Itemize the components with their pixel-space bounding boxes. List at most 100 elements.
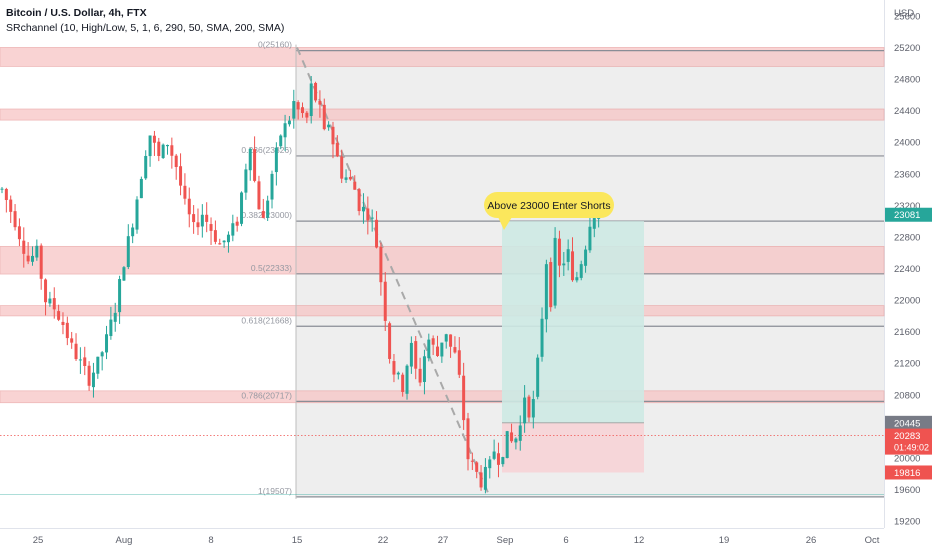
candle <box>357 187 361 216</box>
candle <box>579 260 583 281</box>
candle <box>409 336 413 374</box>
candle <box>148 135 152 167</box>
candle <box>196 208 200 236</box>
candle-body <box>183 185 187 199</box>
candle <box>483 458 487 494</box>
trade-callout: Above 23000 Enter Shorts <box>484 192 614 230</box>
symbol-title[interactable]: Bitcoin / U.S. Dollar, 4h, FTX <box>6 7 147 19</box>
candle <box>144 150 148 180</box>
candle <box>370 209 374 232</box>
candle-body <box>65 322 69 339</box>
candle-body <box>22 240 26 254</box>
candle <box>523 385 527 433</box>
candle <box>571 237 575 282</box>
candle-body <box>479 472 483 488</box>
candle-body <box>161 144 165 159</box>
price-tick-label: 20800 <box>894 390 920 401</box>
candle <box>531 390 535 429</box>
candle-body <box>470 460 474 462</box>
price-badge-target-bg <box>885 415 932 430</box>
price-tick-label: 25200 <box>894 43 920 54</box>
candle-body <box>379 246 383 283</box>
candle <box>157 137 161 162</box>
candle-body <box>52 298 56 310</box>
candle-body <box>540 318 544 357</box>
candle <box>17 218 21 247</box>
candle <box>562 252 566 276</box>
candle <box>135 196 139 234</box>
candle <box>514 437 518 450</box>
candle-body <box>135 199 139 230</box>
candle <box>453 336 457 354</box>
candle-body <box>192 214 196 223</box>
candle-body <box>492 451 496 459</box>
candle <box>431 335 435 356</box>
fib-level-label: 0.236(23826) <box>241 145 292 155</box>
candle <box>505 430 509 459</box>
position-loss-zone <box>502 422 644 473</box>
price-tick-label: 19200 <box>894 517 920 528</box>
candle <box>470 452 474 471</box>
candle <box>61 312 65 335</box>
candle-body <box>553 237 557 306</box>
price-badge-stop-bg <box>885 465 932 480</box>
candle <box>353 175 357 190</box>
candle <box>57 304 61 322</box>
time-tick-label: 15 <box>292 535 303 546</box>
candle <box>331 121 335 159</box>
candle <box>83 346 87 376</box>
indicator-legend[interactable]: SRchannel (10, High/Low, 5, 1, 6, 290, 5… <box>6 22 285 34</box>
candle <box>35 239 39 261</box>
candle <box>466 412 470 471</box>
candle <box>462 362 466 430</box>
candle <box>557 230 561 278</box>
candle <box>344 169 348 183</box>
fib-level-label: 0(25160) <box>258 40 292 50</box>
price-badge-stop-text: 19816 <box>894 468 920 479</box>
price-tick-label: 24400 <box>894 106 920 117</box>
candle <box>30 246 34 266</box>
price-tick-label: 24800 <box>894 75 920 86</box>
candle-body <box>514 438 518 443</box>
fib-level-label: 0.618(21668) <box>241 315 292 325</box>
candle <box>287 116 291 127</box>
candle-body <box>213 230 217 242</box>
candle-body <box>157 141 161 157</box>
candle-body <box>91 372 95 388</box>
candle-body <box>309 83 313 117</box>
candle <box>187 187 191 228</box>
candle <box>213 220 217 245</box>
candle <box>418 357 422 387</box>
candle <box>170 137 174 169</box>
candle-body <box>261 211 265 218</box>
candle <box>327 121 331 131</box>
price-tick-label: 22400 <box>894 264 920 275</box>
candle-body <box>100 352 104 357</box>
candle <box>274 142 278 186</box>
candle-body <box>196 222 200 228</box>
candle-body <box>488 459 492 469</box>
candle-body <box>244 169 248 193</box>
candle <box>100 350 104 371</box>
candle <box>218 238 222 245</box>
candle <box>436 335 440 357</box>
candle-body <box>44 279 48 303</box>
candle-body <box>83 357 87 367</box>
candle-body <box>74 343 78 360</box>
candle <box>26 242 30 265</box>
candle-body <box>152 135 156 143</box>
candle-body <box>457 350 461 375</box>
candle <box>13 204 17 231</box>
price-tick-label: 23200 <box>894 201 920 212</box>
candle <box>366 196 370 235</box>
candle-body <box>287 120 291 125</box>
fib-level-label: 0.786(20717) <box>241 390 292 400</box>
candle <box>383 272 387 331</box>
candle <box>257 175 261 210</box>
candle-body <box>501 457 505 465</box>
candle <box>305 110 309 124</box>
candle-body <box>344 177 348 180</box>
price-tick-label: 19600 <box>894 485 920 496</box>
candle-body <box>96 356 100 374</box>
